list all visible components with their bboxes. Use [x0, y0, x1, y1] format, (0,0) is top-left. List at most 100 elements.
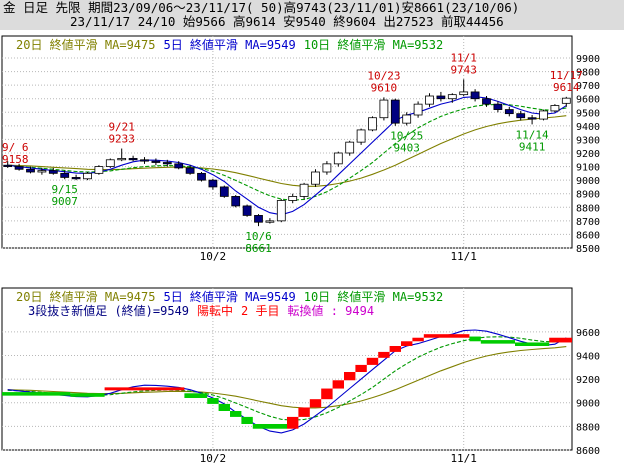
candle-body	[60, 172, 70, 178]
renko-down-block	[218, 403, 230, 411]
candle-body	[37, 170, 47, 173]
renko-up-block	[423, 334, 470, 338]
price-tick-label: 8600	[576, 230, 600, 241]
low-date-label: 10/6	[245, 230, 272, 243]
low-value-label: 9411	[519, 140, 546, 153]
candle-body	[516, 113, 526, 119]
renko-up-block	[549, 337, 572, 343]
date-tick-label: 10/2	[200, 250, 227, 263]
candle-body	[162, 162, 172, 165]
price-tick-label: 9300	[576, 135, 600, 146]
header-line-1: 金 日足 先限 期間23/09/06〜23/11/17( 50)高9743(23…	[3, 0, 520, 15]
candle-body	[83, 172, 92, 180]
candle-body	[231, 196, 241, 207]
renko-up-block	[309, 399, 322, 408]
price-tick-label: 9800	[576, 68, 600, 79]
candle-body	[71, 177, 81, 180]
candle-body	[390, 99, 400, 124]
renko-down-block	[469, 336, 481, 342]
candle-body	[436, 95, 446, 100]
candle-body	[3, 164, 13, 167]
renko-up-block	[298, 407, 310, 417]
low-date-label: 10/25	[390, 129, 423, 142]
renko-date-label: 11/1	[450, 452, 477, 465]
candle-body	[117, 158, 127, 161]
renko-legend-1: 20日 終値平滑 MA=9475	[16, 289, 155, 304]
candle-body	[413, 103, 423, 116]
candle-body	[311, 171, 320, 185]
renko-tick-label: 8800	[576, 422, 600, 433]
high-date-label: 10/23	[367, 69, 400, 82]
candle-body	[197, 172, 206, 181]
candle-body	[128, 158, 138, 161]
candle-body	[299, 183, 309, 197]
renko-up-block	[366, 357, 379, 365]
price-tick-label: 9900	[576, 54, 600, 65]
chart-header: 金 日足 先限 期間23/09/06〜23/11/17( 50)高9743(23…	[0, 0, 624, 30]
renko-tick-label: 9000	[576, 399, 600, 410]
renko-down-block	[241, 416, 253, 424]
candle-body	[185, 167, 195, 174]
candle-body	[356, 129, 366, 143]
price-tick-label: 9000	[576, 176, 600, 187]
renko-legend-2: 5日 終値平滑 MA=9549	[163, 289, 295, 304]
renko-up-block	[355, 364, 367, 372]
price-tick-label: 9100	[576, 163, 600, 174]
price-panel-frame	[1, 35, 573, 249]
candle-body	[219, 186, 229, 197]
price-tick-label: 8800	[576, 203, 600, 214]
price-tick-label: 9700	[576, 81, 600, 92]
candle-body	[368, 117, 377, 131]
candle-body	[48, 170, 58, 174]
price-tick-label: 8900	[576, 190, 600, 201]
candle-body	[550, 105, 560, 112]
candle-body	[504, 109, 514, 115]
price-tick-label: 9600	[576, 95, 600, 106]
candle-body	[561, 97, 571, 104]
high-value-label: 9743	[450, 63, 477, 76]
price-legend-3: 10日 終値平滑 MA=9532	[304, 37, 443, 52]
low-value-label: 8661	[245, 242, 272, 255]
candle-body	[14, 166, 24, 170]
candle-body	[345, 141, 355, 154]
edge-date-label: 9/ 6	[2, 141, 29, 154]
high-value-label: 9233	[108, 133, 135, 146]
renko-down-block	[515, 342, 550, 346]
candle-body	[493, 103, 503, 110]
candle-body	[26, 168, 35, 173]
candle-body	[242, 205, 252, 216]
renko-status-3: 2 手目	[241, 304, 279, 318]
low-date-label: 11/14	[516, 128, 549, 141]
price-tick-label: 9500	[576, 108, 600, 119]
candle-body	[265, 220, 275, 223]
candle-body	[94, 166, 104, 174]
candle-body	[276, 200, 286, 222]
candle-body	[105, 159, 115, 167]
renko-down-block	[2, 392, 71, 396]
price-tick-label: 9400	[576, 122, 600, 133]
candle-body	[140, 159, 149, 162]
candle-body	[379, 99, 389, 119]
candle-body	[174, 163, 184, 169]
renko-up-block	[287, 416, 299, 429]
renko-down-block	[230, 411, 242, 417]
candle-body	[288, 196, 298, 201]
high-date-label: 11/1	[450, 51, 477, 64]
renko-legend-3: 10日 終値平滑 MA=9532	[304, 289, 443, 304]
renko-up-block	[344, 372, 356, 381]
candle-body	[333, 152, 343, 165]
candle-body	[539, 110, 548, 120]
candle-body	[151, 160, 161, 163]
renko-tick-label: 8600	[576, 446, 600, 457]
renko-status-4: 転換値 : 9494	[288, 303, 375, 318]
renko-up-block	[378, 351, 390, 358]
renko-up-block	[104, 387, 185, 391]
low-date-label: 9/15	[51, 183, 78, 196]
renko-tick-label: 9400	[576, 351, 600, 362]
candle-body	[208, 179, 218, 188]
candle-body	[527, 117, 537, 120]
header-line-2: 23/11/17 24/10 始9566 高9614 安9540 終9604 出…	[70, 14, 504, 29]
candle-body	[470, 91, 480, 100]
renko-up-block	[401, 341, 413, 346]
